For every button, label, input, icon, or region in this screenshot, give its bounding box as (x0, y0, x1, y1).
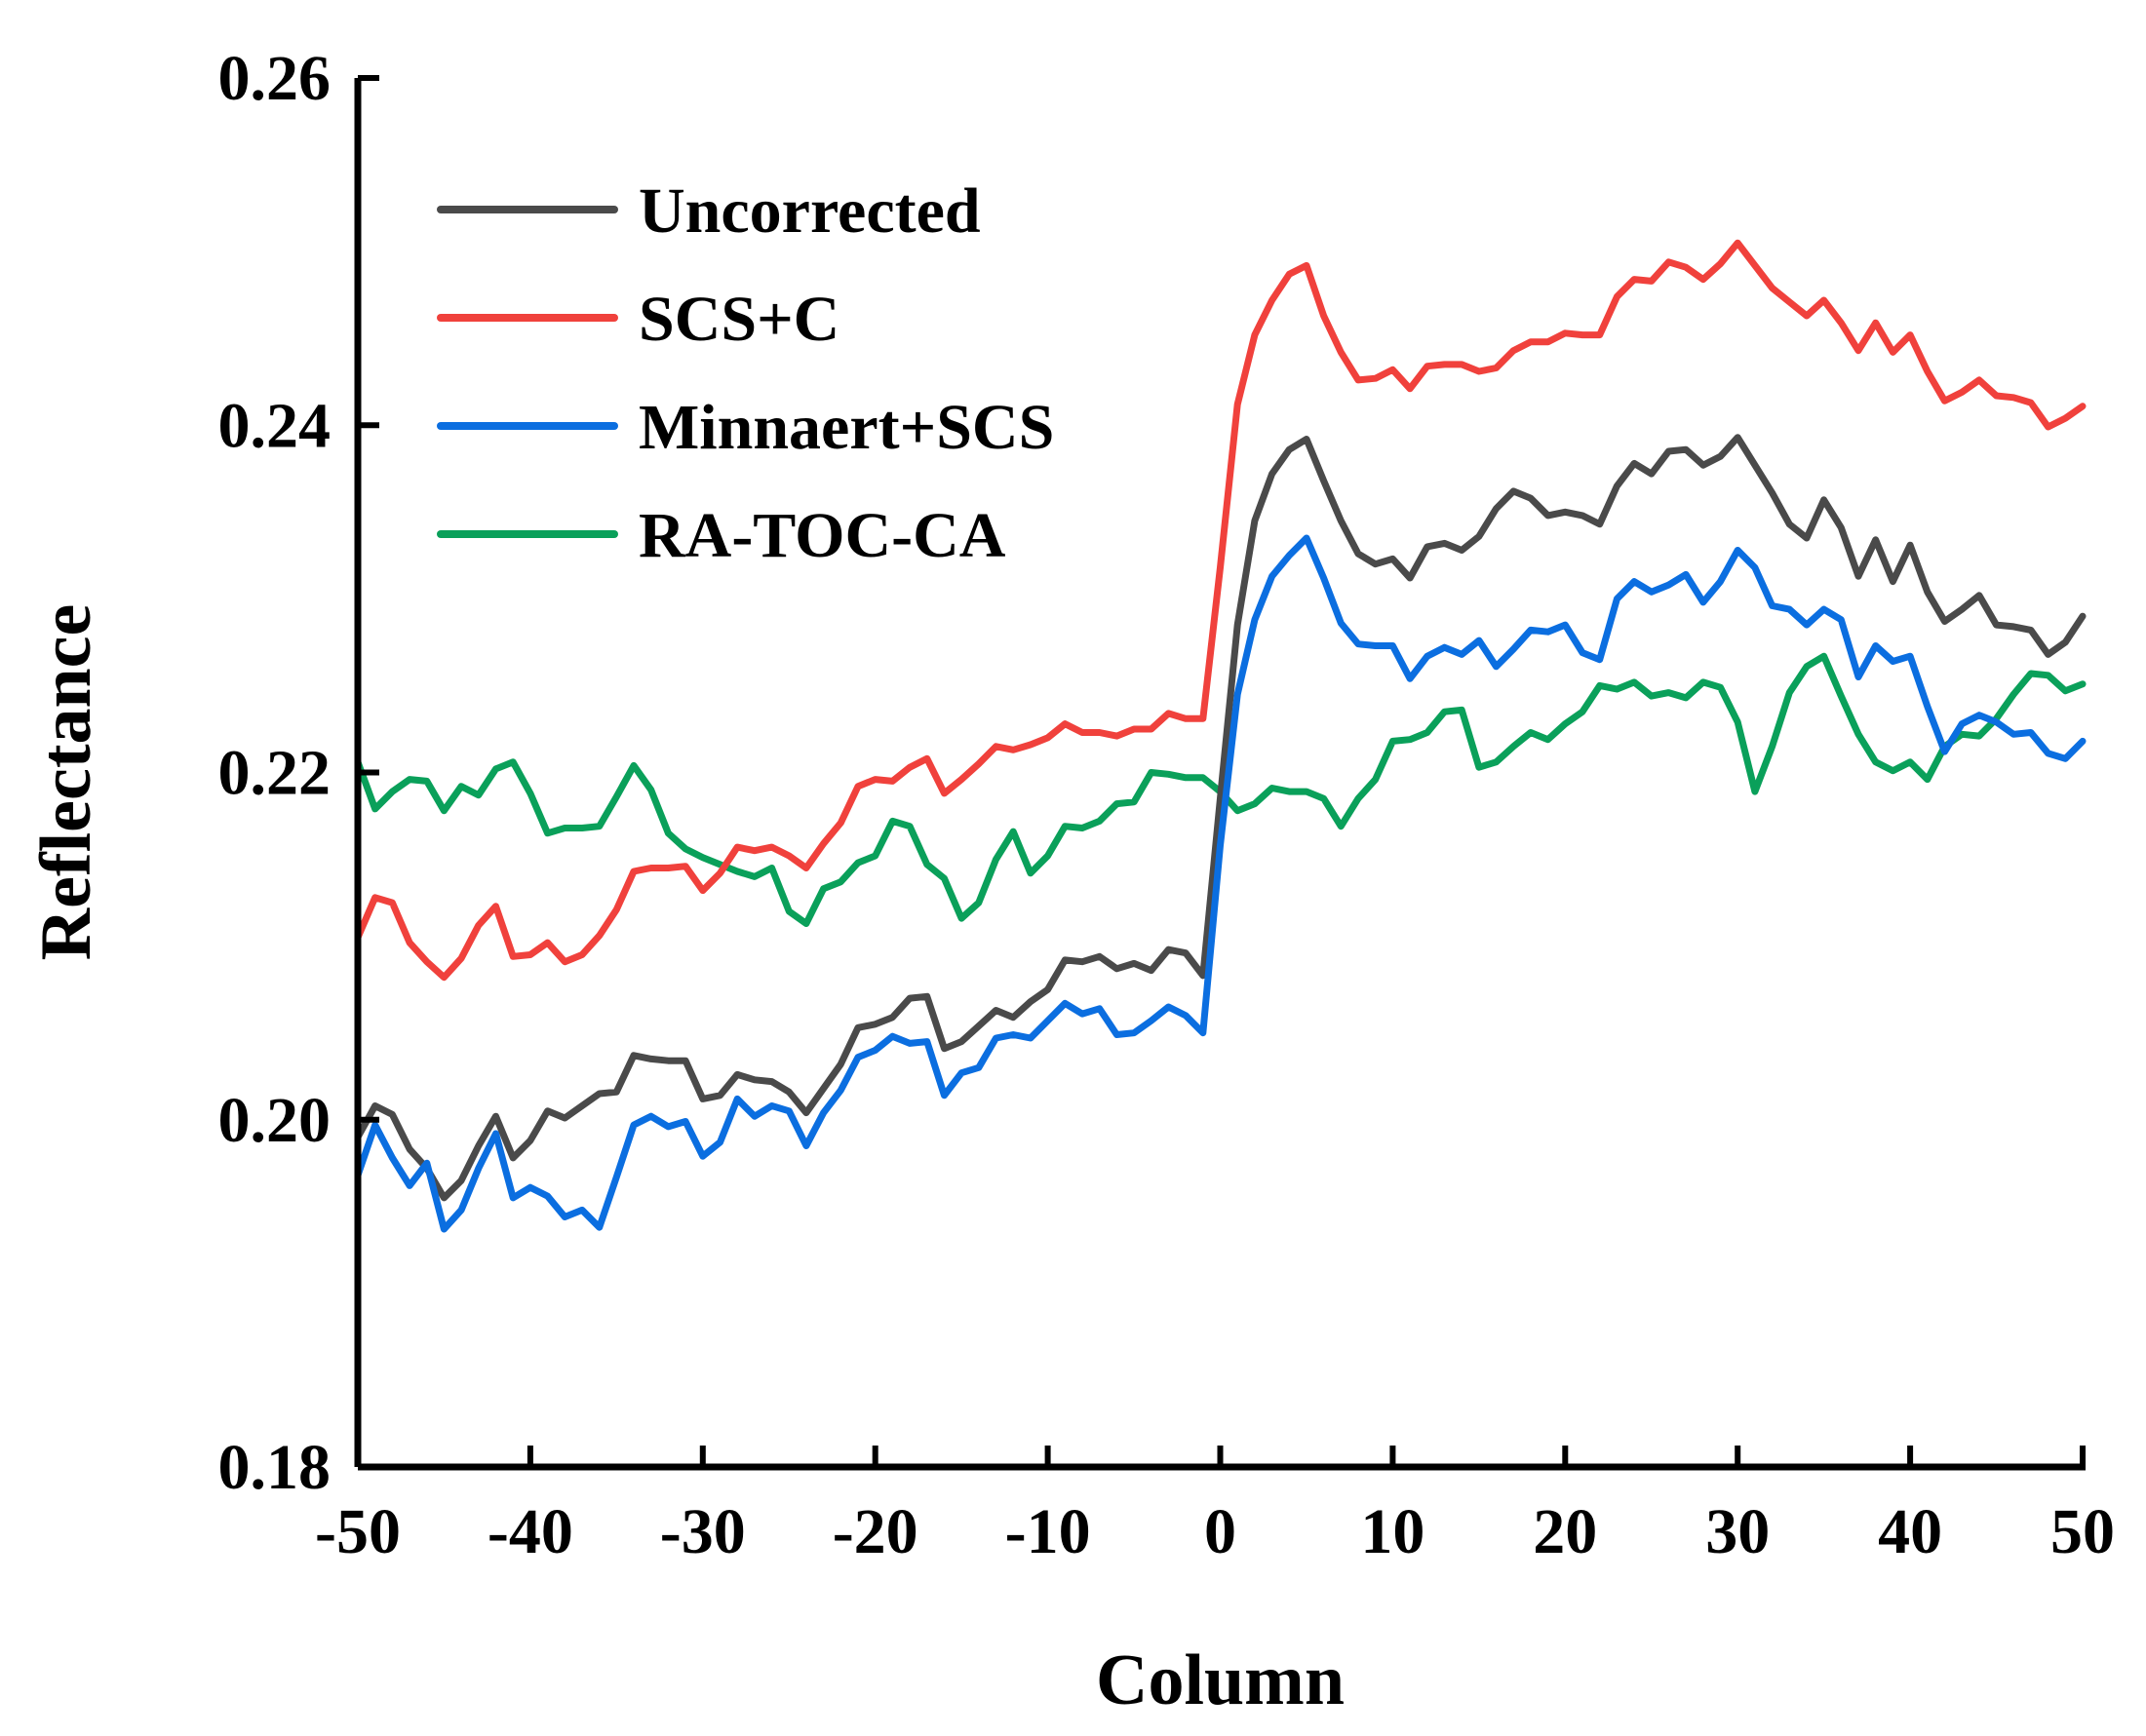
legend-label-minnaert-scs: Minnaert+SCS (639, 392, 1054, 463)
x-axis-title: Column (1096, 1640, 1345, 1720)
x-tick-label: 50 (2050, 1496, 2115, 1567)
legend-label-scs-c: SCS+C (639, 284, 839, 355)
series-line-minnaert-scs (354, 534, 2087, 1233)
y-tick-label: 0.22 (218, 738, 332, 809)
y-tick-label: 0.20 (218, 1085, 332, 1156)
y-tick-label: 0.24 (218, 390, 332, 461)
x-tick-label: -30 (660, 1496, 746, 1567)
x-tick-label: 20 (1533, 1496, 1597, 1567)
x-tick-label: 30 (1705, 1496, 1770, 1567)
x-tick-label: -10 (1005, 1496, 1091, 1567)
x-tick-label: 0 (1204, 1496, 1236, 1567)
legend-label-uncorrected: Uncorrected (639, 175, 981, 247)
x-ticks: -50 -40 -30 -20 -10 0 10 20 30 40 50 (315, 1446, 2115, 1567)
y-ticks: 0.18 0.20 0.22 0.24 0.26 (218, 43, 379, 1503)
series-layer (354, 239, 2087, 1233)
y-axis-title: Reflectance (26, 604, 106, 961)
x-tick-label: -50 (315, 1496, 401, 1567)
y-tick-label: 0.26 (218, 43, 332, 114)
x-tick-label: 40 (1878, 1496, 1942, 1567)
y-tick-label: 0.18 (218, 1432, 332, 1503)
x-tick-label: 10 (1360, 1496, 1424, 1567)
x-tick-label: -20 (833, 1496, 918, 1567)
series-line-scs-c (354, 239, 2087, 982)
legend-label-ra-toc-ca: RA-TOC-CA (639, 500, 1006, 571)
series-line-uncorrected (354, 434, 2087, 1202)
x-tick-label: -40 (488, 1496, 573, 1567)
legend: Uncorrected SCS+C Minnaert+SCS RA-TOC-CA (437, 175, 1054, 571)
